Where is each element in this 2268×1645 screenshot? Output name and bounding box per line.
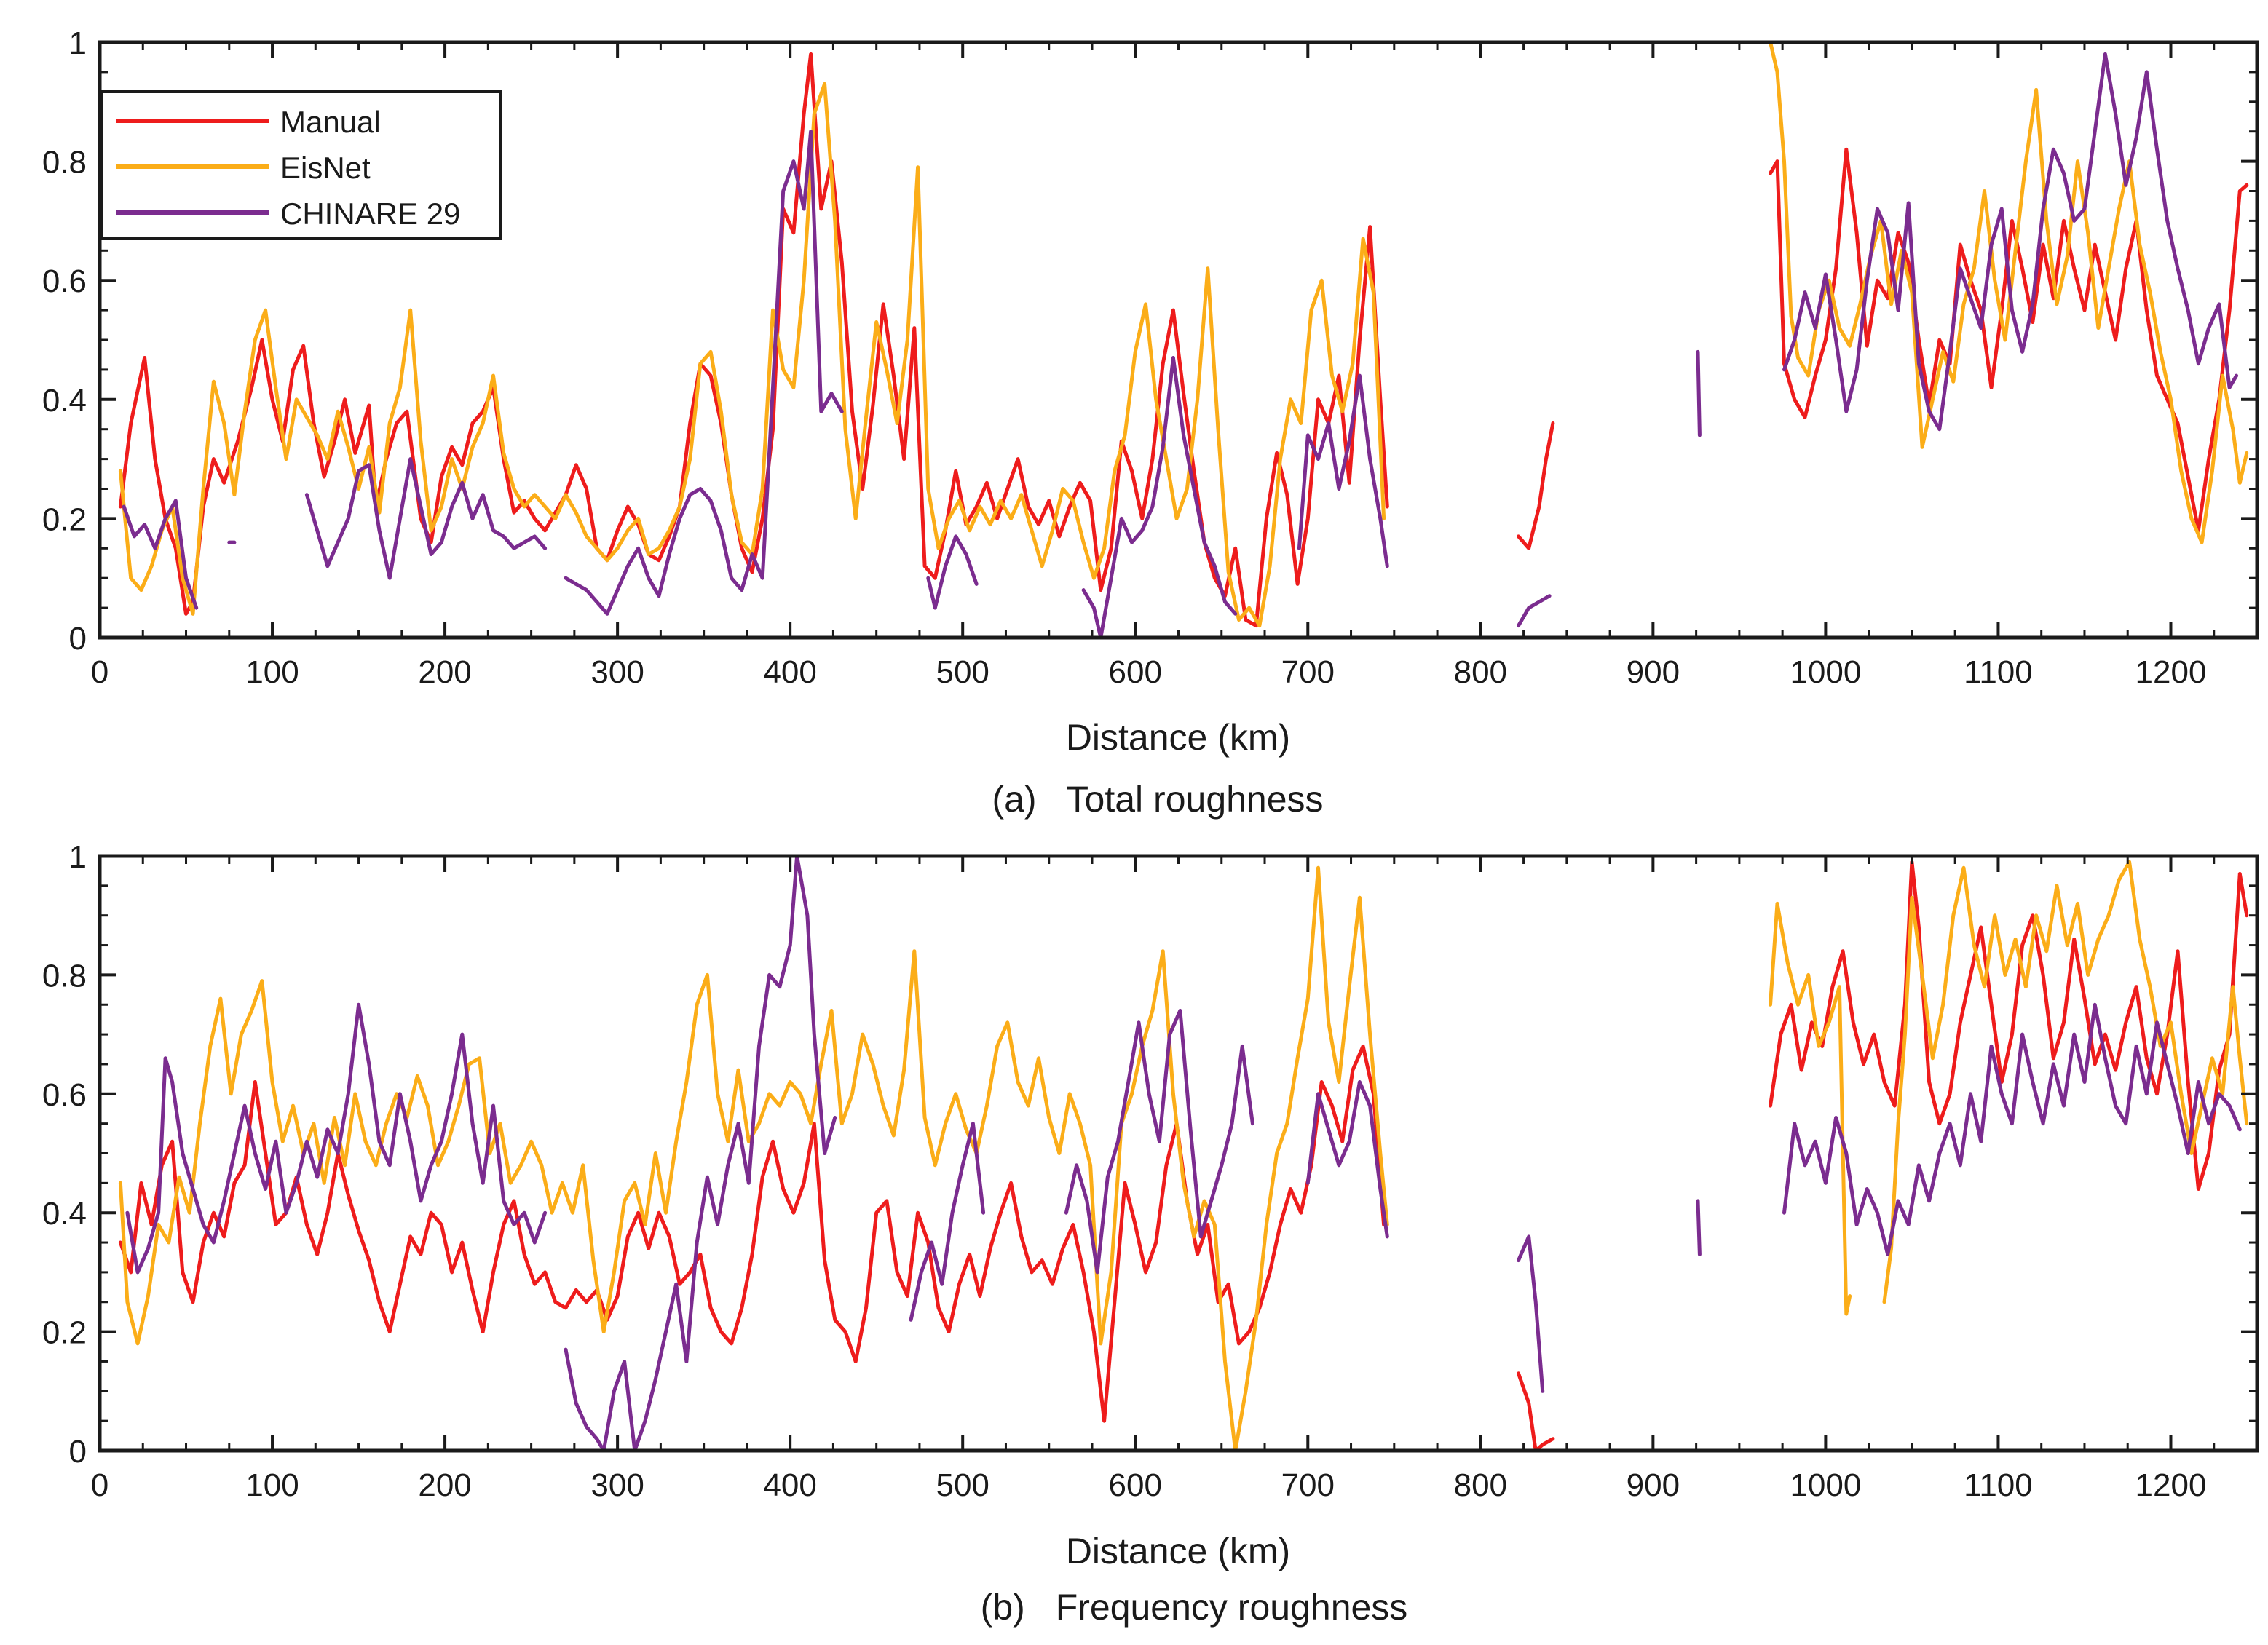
panel-b-caption-text: Frequency roughness — [1056, 1587, 1408, 1628]
panel-a-eisnet-line-segment-1 — [1769, 40, 2249, 544]
panel-a-manual-line-segment-1 — [1517, 421, 1555, 550]
panel-b-x-tick-label: 700 — [1281, 1467, 1335, 1503]
panel-a-x-tick-label: 300 — [590, 654, 644, 690]
panel-a-chinare-29-line-segment-3 — [564, 130, 844, 616]
panel-a-x-tick-label: 700 — [1281, 654, 1335, 690]
panel-a-manual-line-segment-0 — [118, 52, 1389, 628]
panel-b-x-axis-label: Distance (km) — [1066, 1531, 1290, 1571]
panel-b-x-tick-label: 500 — [936, 1467, 989, 1503]
panel-b-x-tick-label: 1100 — [1964, 1467, 2033, 1503]
legend-label-manual: Manual — [280, 105, 381, 139]
panel-b-plot-frame — [98, 854, 2259, 1453]
panel-a-chinare-29-line-segment-9 — [1782, 52, 2239, 432]
panel-b-caption: (b) Frequency roughness — [981, 1587, 1408, 1628]
panel-a-x-tick-label: 1200 — [2135, 654, 2207, 690]
panel-b-chinare-29-line-segment-2 — [909, 1122, 986, 1322]
panel-a-y-tick-label: 0.6 — [42, 263, 87, 299]
panel-b-chinare-29-line-segment-0 — [125, 1002, 548, 1275]
panel-a-caption-tag: (a) — [992, 779, 1036, 820]
panel-a-x-tick-label: 800 — [1454, 654, 1507, 690]
panel-b-chinare-29-line-segment-5 — [1517, 1234, 1545, 1393]
panel-a-chinare-29-line-segment-7 — [1517, 594, 1552, 628]
panel-b-manual-line-segment-0 — [118, 1044, 1386, 1423]
panel-a-ticks: 0 100 200 300 400 500 600 700 800 900 1000 1100 1200… — [42, 25, 2257, 690]
panel-a-x-tick-label: 200 — [418, 654, 471, 690]
panel-a-chinare-29-line-segment-6 — [1297, 373, 1389, 568]
panel-b-x-tick-label: 100 — [245, 1467, 299, 1503]
panel-b-manual-line-segment-2 — [1769, 860, 2249, 1191]
panel-b-y-tick-label: 0.4 — [42, 1196, 87, 1232]
panel-b-y-tick-label: 1 — [69, 839, 87, 875]
panel-a-series-chinare-29 — [122, 52, 2239, 640]
panel-total-roughness: 0 100 200 300 400 500 600 700 800 900 1000 1100 1200… — [42, 25, 2259, 820]
legend: Manual EisNet CHINARE 29 — [100, 90, 502, 240]
panel-a-chinare-29-line-segment-8 — [1696, 349, 1702, 437]
panel-b-series — [118, 854, 2249, 1453]
panel-b-y-tick-label: 0.8 — [42, 958, 87, 994]
legend-label-chinare-29: CHINARE 29 — [280, 197, 460, 231]
panel-b-y-tick-label: 0 — [69, 1434, 87, 1470]
panel-b-x-tick-label: 1200 — [2135, 1467, 2207, 1503]
panel-a-x-tick-label: 100 — [245, 654, 299, 690]
panel-b-chinare-29-line-segment-1 — [564, 854, 837, 1453]
panel-b-series-chinare-29 — [125, 854, 2242, 1453]
panel-a-chinare-29-line-segment-0 — [122, 499, 199, 610]
panel-b-y-tick-label: 0.2 — [42, 1315, 87, 1351]
panel-b-ticks: 0 100 200 300 400 500 600 700 800 900 1000 1100 1200… — [42, 839, 2257, 1503]
panel-a-x-tick-label: 1100 — [1964, 654, 2033, 690]
panel-b-x-tick-label: 1000 — [1790, 1467, 1861, 1503]
panel-a-caption-text: Total roughness — [1067, 779, 1324, 820]
panel-a-x-tick-label: 1000 — [1790, 654, 1861, 690]
panel-b-x-tick-label: 0 — [91, 1467, 108, 1503]
panel-a-y-tick-label: 0.8 — [42, 145, 87, 181]
panel-a-x-tick-label: 0 — [91, 654, 108, 690]
panel-b-chinare-29-line-segment-6 — [1696, 1199, 1702, 1256]
panel-b-chinare-29-line-segment-7 — [1782, 1002, 2242, 1256]
panel-b-x-tick-label: 400 — [763, 1467, 816, 1503]
panel-a-x-tick-label: 400 — [763, 654, 816, 690]
panel-a-x-tick-label: 600 — [1109, 654, 1162, 690]
panel-b-chinare-29-line-segment-4 — [1305, 1080, 1389, 1239]
legend-label-eisnet: EisNet — [280, 151, 371, 185]
panel-b-x-tick-label: 300 — [590, 1467, 644, 1503]
panel-frequency-roughness: 0 100 200 300 400 500 600 700 800 900 1000 1100 1200… — [42, 839, 2259, 1628]
panel-a-y-tick-label: 0.4 — [42, 383, 87, 419]
panel-a-y-tick-label: 0 — [69, 621, 87, 657]
panel-a-y-tick-label: 0.2 — [42, 502, 87, 537]
panel-a-x-tick-label: 900 — [1627, 654, 1680, 690]
panel-b-eisnet-line-segment-1 — [1769, 901, 1852, 1316]
panel-b-x-tick-label: 600 — [1109, 1467, 1162, 1503]
panel-b-y-tick-label: 0.6 — [42, 1077, 87, 1113]
panel-a-series — [118, 40, 2249, 640]
panel-b-x-tick-label: 200 — [418, 1467, 471, 1503]
panel-a-chinare-29-line-segment-4 — [926, 534, 979, 610]
panel-a-plot-frame — [98, 40, 2259, 640]
panel-a-chinare-29-line-segment-2 — [304, 457, 548, 580]
panel-b-x-tick-label: 800 — [1454, 1467, 1507, 1503]
panel-a-y-tick-label: 1 — [69, 25, 87, 61]
panel-a-x-tick-label: 500 — [936, 654, 989, 690]
panel-b-chinare-29-line-segment-3 — [1064, 1008, 1254, 1275]
panel-b-caption-tag: (b) — [981, 1587, 1025, 1628]
panel-a-x-axis-label: Distance (km) — [1066, 717, 1290, 758]
panel-a-caption: (a) Total roughness — [992, 779, 1323, 820]
panel-b-x-tick-label: 900 — [1627, 1467, 1680, 1503]
panel-a-chinare-29-line-segment-5 — [1081, 356, 1238, 640]
